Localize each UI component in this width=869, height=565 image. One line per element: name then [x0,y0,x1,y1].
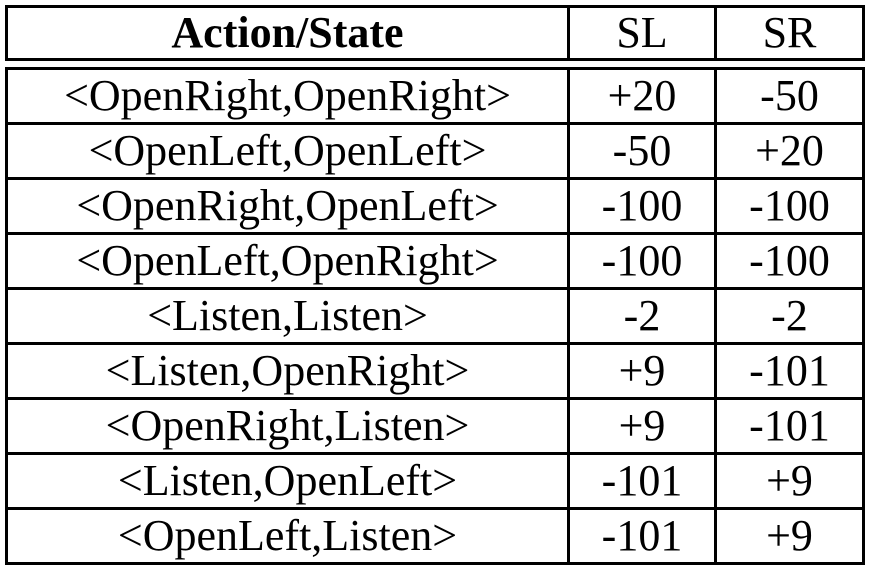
sr-cell: -2 [714,287,865,345]
sl-cell: +9 [567,397,717,455]
sr-cell: -100 [714,232,865,290]
sr-cell: +9 [714,452,865,510]
table-row: <OpenRight,OpenLeft> -100 -100 [5,177,865,235]
table-row: <Listen,Listen> -2 -2 [5,287,865,345]
table-row: <OpenLeft,OpenLeft> -50 +20 [5,122,865,180]
sr-cell: +9 [714,507,865,565]
action-cell: <OpenLeft,OpenLeft> [5,122,570,180]
action-cell: <OpenLeft,Listen> [5,507,570,565]
sr-cell: -100 [714,177,865,235]
sr-cell: -50 [714,67,865,125]
sl-cell: +20 [567,67,717,125]
sl-cell: -100 [567,232,717,290]
reward-table-container: Action/State SL SR <OpenRight,OpenRight>… [5,5,865,565]
table-row: <Listen,OpenLeft> -101 +9 [5,452,865,510]
sl-cell: -100 [567,177,717,235]
sl-cell: +9 [567,342,717,400]
table-row: <OpenLeft,Listen> -101 +9 [5,507,865,565]
sl-cell: -2 [567,287,717,345]
sr-cell: +20 [714,122,865,180]
sr-cell: -101 [714,397,865,455]
header-action-state: Action/State [5,5,570,61]
sr-cell: -101 [714,342,865,400]
action-cell: <OpenRight,Listen> [5,397,570,455]
action-cell: <Listen,OpenLeft> [5,452,570,510]
table-row: <OpenRight,Listen> +9 -101 [5,397,865,455]
action-cell: <Listen,Listen> [5,287,570,345]
sl-cell: -50 [567,122,717,180]
action-cell: <OpenRight,OpenRight> [5,67,570,125]
reward-table: Action/State SL SR <OpenRight,OpenRight>… [5,5,865,565]
header-sr: SR [714,5,865,61]
sl-cell: -101 [567,507,717,565]
header-separator [6,58,864,70]
table-row: <OpenLeft,OpenRight> -100 -100 [5,232,865,290]
table-row: <Listen,OpenRight> +9 -101 [5,342,865,400]
action-cell: <OpenRight,OpenLeft> [5,177,570,235]
header-sl: SL [567,5,717,61]
header-row: Action/State SL SR [5,5,865,61]
sl-cell: -101 [567,452,717,510]
action-cell: <Listen,OpenRight> [5,342,570,400]
table-header: Action/State SL SR [5,5,865,70]
table-body: <OpenRight,OpenRight> +20 -50 <OpenLeft,… [5,67,865,565]
action-cell: <OpenLeft,OpenRight> [5,232,570,290]
table-row: <OpenRight,OpenRight> +20 -50 [5,67,865,125]
